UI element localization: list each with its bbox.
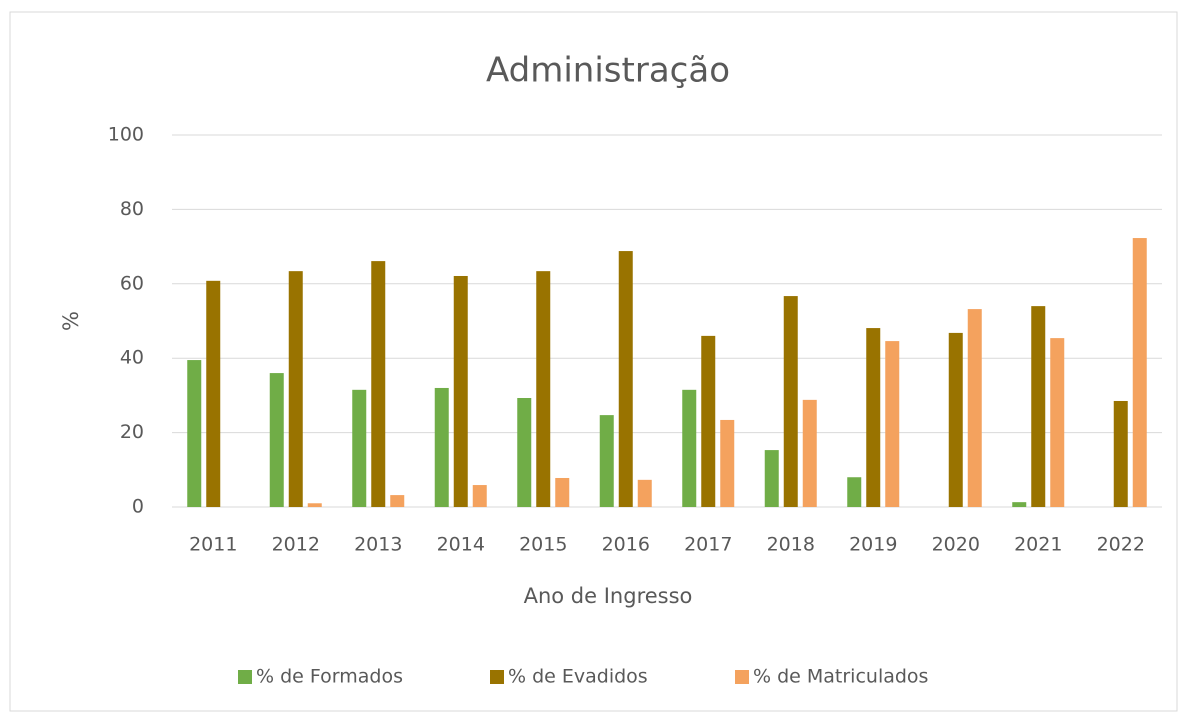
bar [472,485,487,507]
bar [555,477,570,507]
bar [682,389,697,507]
y-tick-label: 40 [120,347,144,369]
legend-label: % de Matriculados [753,666,928,688]
bar [206,280,221,507]
x-tick-label: 2017 [684,534,732,556]
x-tick-label: 2019 [849,534,897,556]
bar [371,261,386,507]
x-axis-label: Ano de Ingresso [524,584,693,608]
legend-swatch [238,670,252,684]
bar [288,271,303,507]
x-tick-label: 2011 [189,534,237,556]
bar [885,341,900,507]
y-tick-label: 20 [120,421,144,443]
bar [618,251,633,507]
bar [764,450,779,507]
bar [948,332,963,507]
bar [453,275,468,507]
y-tick-label: 100 [108,124,144,146]
bar [720,419,735,507]
bar [637,479,652,507]
bar [599,415,614,507]
legend-label: % de Formados [256,666,403,688]
bar [517,398,532,507]
bar [701,335,716,507]
chart-border [9,11,1178,712]
x-tick-label: 2018 [767,534,815,556]
y-axis-label: % [59,311,83,331]
bar [783,296,798,507]
y-tick-label: 0 [132,496,144,518]
legend-swatch [490,670,504,684]
bar [434,387,449,507]
bar [390,495,405,507]
x-tick-label: 2013 [354,534,402,556]
legend-swatch [735,670,749,684]
x-tick-label: 2022 [1097,534,1145,556]
bar [967,309,982,507]
x-tick-label: 2021 [1014,534,1062,556]
bar [1132,238,1147,507]
x-tick-label: 2016 [602,534,650,556]
bar [536,271,551,507]
x-tick-label: 2020 [932,534,980,556]
bar [352,389,367,507]
bar [802,399,817,507]
legend-label: % de Evadidos [508,666,648,688]
bar [1113,400,1128,507]
y-tick-label: 80 [120,198,144,220]
bar [847,477,862,507]
x-tick-label: 2012 [272,534,320,556]
x-tick-label: 2014 [437,534,485,556]
bar [1012,502,1027,507]
chart-title: Administração [486,51,730,91]
x-tick-label: 2015 [519,534,567,556]
bar [1050,338,1065,507]
bar [1031,306,1046,507]
bar [269,373,284,507]
y-tick-label: 60 [120,272,144,294]
bar [307,503,322,507]
bar [187,360,202,507]
bar [866,328,881,507]
